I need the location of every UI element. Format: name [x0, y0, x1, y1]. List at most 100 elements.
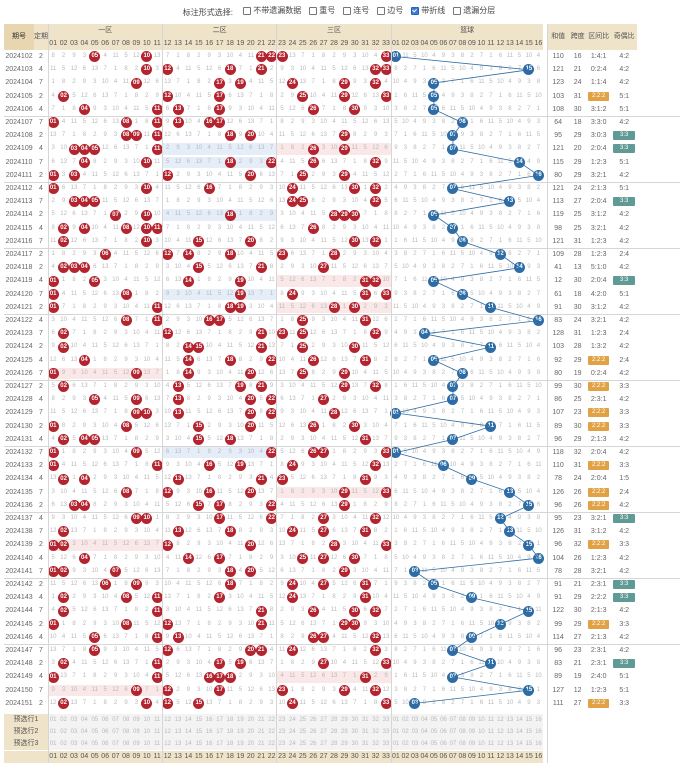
predict-red-cell[interactable]: 08 [120, 726, 132, 738]
predict-red-cell[interactable]: 26 [308, 714, 319, 726]
predict-red-cell[interactable]: 19 [235, 714, 246, 726]
predict-blue-cell[interactable]: 03 [410, 738, 420, 750]
predict-red-cell[interactable]: 27 [318, 726, 329, 738]
predict-red-cell[interactable]: 18 [224, 714, 236, 726]
predict-red-cell[interactable]: 15 [193, 738, 204, 750]
predict-red-cell[interactable]: 28 [328, 738, 340, 750]
predict-blue-cell[interactable]: 15 [524, 714, 534, 726]
predict-red-cell[interactable]: 31 [360, 738, 371, 750]
predict-red-cell[interactable]: 11 [152, 738, 163, 750]
predict-red-cell[interactable]: 12 [162, 714, 173, 726]
predict-blue-cell[interactable]: 07 [448, 714, 458, 726]
predict-red-cell[interactable]: 30 [349, 738, 360, 750]
predict-red-cell[interactable]: 13 [172, 738, 184, 750]
predict-blue-cell[interactable]: 07 [448, 738, 458, 750]
predict-red-cell[interactable]: 29 [339, 726, 350, 738]
predict-red-cell[interactable]: 29 [339, 714, 350, 726]
predict-blue-cell[interactable]: 12 [495, 714, 506, 726]
predict-blue-cell[interactable]: 05 [429, 738, 439, 750]
predict-red-cell[interactable]: 10 [141, 726, 152, 738]
predict-blue-cell[interactable]: 07 [448, 726, 458, 738]
predict-blue-cell[interactable]: 08 [457, 714, 468, 726]
predict-blue-cell[interactable]: 16 [533, 714, 544, 726]
predict-blue-cell[interactable]: 14 [514, 738, 525, 750]
predict-blue-cell[interactable]: 10 [476, 738, 487, 750]
predict-blue-cell[interactable]: 11 [486, 714, 496, 726]
predict-red-cell[interactable]: 09 [131, 726, 142, 738]
predict-blue-cell[interactable]: 04 [419, 738, 430, 750]
predict-blue-cell[interactable]: 06 [438, 726, 449, 738]
predict-blue-cell[interactable]: 02 [400, 726, 411, 738]
option-3[interactable]: 连号 [343, 5, 369, 16]
predict-blue-cell[interactable]: 13 [505, 726, 515, 738]
predict-blue-cell[interactable]: 01 [391, 738, 401, 750]
predict-red-cell[interactable]: 33 [380, 738, 392, 750]
predict-red-cell[interactable]: 21 [256, 714, 267, 726]
predict-red-cell[interactable]: 02 [58, 726, 69, 738]
option-checkbox[interactable] [411, 6, 420, 15]
predict-red-cell[interactable]: 23 [276, 738, 288, 750]
predict-blue-cell[interactable]: 16 [533, 738, 544, 750]
predict-red-cell[interactable]: 25 [297, 726, 308, 738]
predict-red-cell[interactable]: 28 [328, 714, 340, 726]
predict-blue-cell[interactable]: 05 [429, 714, 439, 726]
predict-red-cell[interactable]: 05 [89, 714, 100, 726]
predict-red-cell[interactable]: 12 [162, 726, 173, 738]
predict-red-cell[interactable]: 10 [141, 714, 152, 726]
predict-red-cell[interactable]: 32 [370, 726, 381, 738]
predict-blue-cell[interactable]: 08 [457, 726, 468, 738]
predict-blue-cell[interactable]: 09 [467, 726, 477, 738]
predict-red-cell[interactable]: 24 [287, 738, 298, 750]
predict-red-cell[interactable]: 06 [100, 738, 111, 750]
predict-red-cell[interactable]: 09 [131, 714, 142, 726]
predict-red-cell[interactable]: 16 [204, 714, 215, 726]
predict-red-cell[interactable]: 04 [79, 714, 90, 726]
predict-blue-cell[interactable]: 02 [400, 738, 411, 750]
predict-red-cell[interactable]: 16 [204, 726, 215, 738]
predict-red-cell[interactable]: 23 [276, 726, 288, 738]
predict-red-cell[interactable]: 11 [152, 714, 163, 726]
predict-red-cell[interactable]: 31 [360, 726, 371, 738]
predict-red-cell[interactable]: 17 [214, 714, 225, 726]
predict-red-cell[interactable]: 29 [339, 738, 350, 750]
predict-blue-cell[interactable]: 12 [495, 738, 506, 750]
predict-red-cell[interactable]: 26 [308, 726, 319, 738]
predict-red-cell[interactable]: 17 [214, 738, 225, 750]
option-5[interactable]: 带折线 [411, 5, 445, 16]
predict-red-cell[interactable]: 05 [89, 726, 100, 738]
option-2[interactable]: 重号 [309, 5, 335, 16]
predict-red-cell[interactable]: 05 [89, 738, 100, 750]
predict-blue-cell[interactable]: 14 [514, 726, 525, 738]
predict-red-cell[interactable]: 02 [58, 738, 69, 750]
predict-red-cell[interactable]: 07 [110, 714, 121, 726]
predict-red-cell[interactable]: 22 [266, 738, 277, 750]
predict-red-cell[interactable]: 01 [48, 726, 59, 738]
predict-red-cell[interactable]: 20 [245, 714, 256, 726]
predict-red-cell[interactable]: 15 [193, 726, 204, 738]
predict-red-cell[interactable]: 09 [131, 738, 142, 750]
predict-red-cell[interactable]: 07 [110, 738, 121, 750]
predict-red-cell[interactable]: 08 [120, 714, 132, 726]
period-header[interactable]: 期号 [4, 24, 34, 50]
predict-red-cell[interactable]: 14 [183, 726, 194, 738]
predict-red-cell[interactable]: 25 [297, 738, 308, 750]
predict-blue-cell[interactable]: 09 [467, 714, 477, 726]
predict-blue-cell[interactable]: 09 [467, 738, 477, 750]
predict-blue-cell[interactable]: 15 [524, 726, 534, 738]
predict-blue-cell[interactable]: 04 [419, 726, 430, 738]
option-checkbox[interactable] [309, 6, 318, 15]
predict-red-cell[interactable]: 03 [68, 726, 80, 738]
predict-red-cell[interactable]: 20 [245, 726, 256, 738]
predict-blue-cell[interactable]: 06 [438, 714, 449, 726]
predict-red-cell[interactable]: 26 [308, 738, 319, 750]
predict-red-cell[interactable]: 12 [162, 738, 173, 750]
predict-blue-cell[interactable]: 03 [410, 726, 420, 738]
predict-blue-cell[interactable]: 08 [457, 738, 468, 750]
predict-red-cell[interactable]: 19 [235, 726, 246, 738]
predict-blue-cell[interactable]: 15 [524, 738, 534, 750]
predict-red-cell[interactable]: 33 [380, 726, 392, 738]
predict-red-cell[interactable]: 01 [48, 738, 59, 750]
predict-blue-cell[interactable]: 11 [486, 726, 496, 738]
predict-red-cell[interactable]: 31 [360, 714, 371, 726]
predict-red-cell[interactable]: 21 [256, 738, 267, 750]
